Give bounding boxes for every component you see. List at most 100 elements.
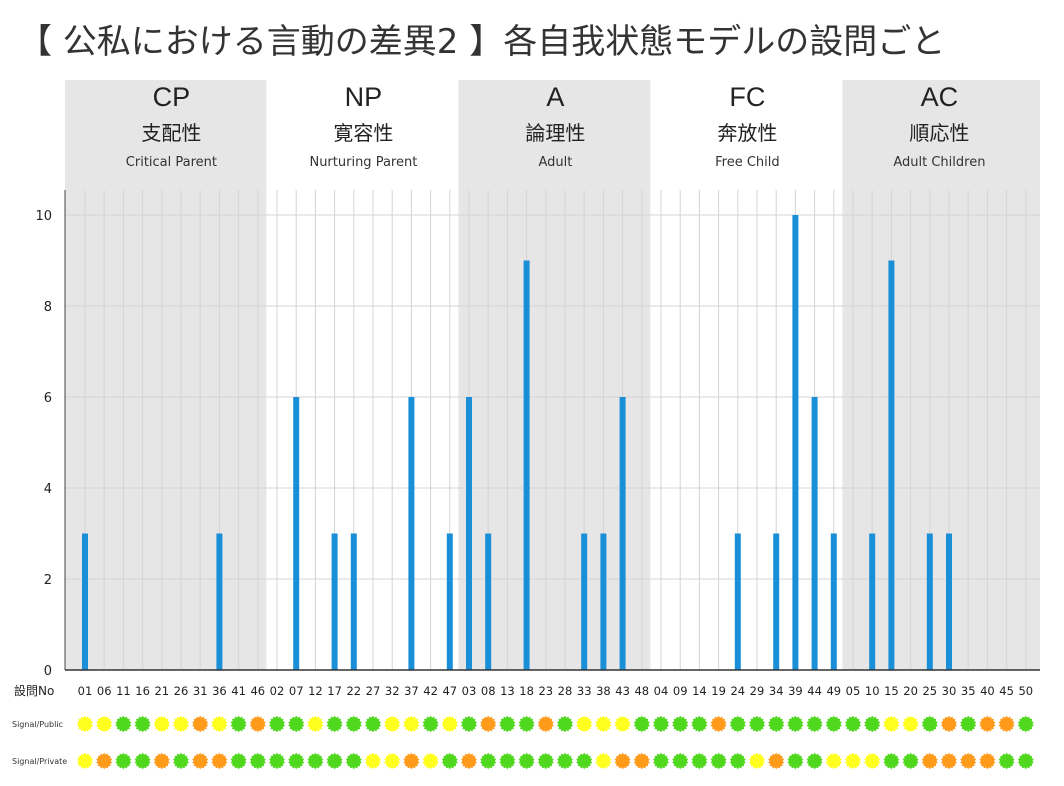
x-tick-label: 02 — [270, 684, 285, 698]
signal-dot — [115, 715, 132, 733]
signal-dot — [768, 752, 785, 770]
signal-dot — [557, 715, 573, 733]
signal-dot — [979, 752, 996, 770]
signal-dot — [941, 752, 957, 770]
x-tick-label: 09 — [673, 684, 688, 698]
signal-dot — [941, 715, 957, 733]
signal-dot — [403, 752, 420, 770]
bar-q47 — [446, 533, 453, 670]
x-tick-label: 40 — [980, 684, 995, 698]
x-tick-label: 46 — [250, 684, 265, 698]
signal-dot — [921, 752, 938, 770]
signal-row-label: Signal/Public — [12, 720, 63, 729]
y-tick-label: 0 — [44, 664, 52, 679]
x-tick-label: 39 — [788, 684, 803, 698]
x-tick-label: 24 — [730, 684, 745, 698]
signal-dot — [806, 715, 823, 733]
signal-dot — [345, 715, 362, 733]
signal-dot — [806, 752, 823, 770]
x-tick-label: 35 — [961, 684, 976, 698]
x-tick-label: 36 — [212, 684, 227, 698]
signal-dot — [537, 715, 554, 733]
x-tick-label: 20 — [903, 684, 918, 698]
x-tick-label: 15 — [884, 684, 899, 698]
x-tick-label: 01 — [78, 684, 93, 698]
bar-q38 — [600, 533, 607, 670]
signal-dot — [480, 752, 497, 770]
bar-q18 — [523, 260, 530, 670]
x-tick-label: 47 — [442, 684, 457, 698]
signal-dot — [384, 715, 401, 733]
bar-q03 — [466, 397, 472, 670]
y-axis: 0 2 4 6 8 10 — [35, 190, 66, 679]
signal-dot — [365, 752, 381, 770]
x-tick-label: 10 — [865, 684, 880, 698]
signal-dot — [1017, 752, 1034, 770]
signal-dot — [153, 715, 170, 733]
signal-dot — [729, 715, 746, 733]
x-tick-label: 08 — [481, 684, 496, 698]
bar-q01 — [82, 533, 88, 670]
group-name-cp: 支配性 — [141, 121, 201, 145]
signal-dot — [960, 752, 977, 770]
signal-dot — [96, 715, 113, 733]
signal-dot — [979, 715, 996, 733]
signal-dot — [192, 752, 209, 770]
bar-q08 — [485, 533, 492, 670]
signal-dot — [864, 715, 881, 733]
signal-dot — [729, 752, 746, 770]
x-tick-label: 43 — [615, 684, 630, 698]
signal-dot — [537, 752, 554, 770]
signal-dot — [422, 752, 439, 770]
signal-dot — [134, 715, 151, 733]
x-tick-label: 23 — [538, 684, 553, 698]
signal-dot — [499, 715, 516, 733]
bar-q49 — [830, 533, 837, 670]
signal-dot — [77, 715, 93, 733]
signal-dot — [441, 715, 458, 733]
bar-q10 — [869, 533, 876, 670]
x-tick-label: 26 — [174, 684, 189, 698]
signal-dot — [633, 752, 650, 770]
signal-dot — [96, 752, 113, 770]
x-tick-label: 27 — [366, 684, 381, 698]
signal-dot — [288, 752, 305, 770]
signal-dot — [576, 752, 593, 770]
signal-dot — [672, 752, 689, 770]
signal-dot — [326, 715, 343, 733]
signal-dot — [345, 752, 362, 770]
signal-dot — [192, 715, 209, 733]
signal-dot — [173, 752, 189, 770]
group-headers: CP 支配性 Critical Parent NP 寛容性 Nurturing Paren… — [126, 82, 986, 170]
signal-dot — [614, 715, 631, 733]
x-tick-label: 14 — [692, 684, 707, 698]
signal-dot — [288, 715, 305, 733]
x-tick-label: 16 — [135, 684, 150, 698]
y-tick-label: 6 — [44, 391, 52, 406]
x-tick-label: 11 — [116, 684, 131, 698]
x-tick-label: 12 — [308, 684, 323, 698]
y-tick-label: 10 — [35, 209, 52, 224]
signal-dot — [499, 752, 516, 770]
signal-row-label: Signal/Private — [12, 757, 67, 766]
x-tick-label: 33 — [577, 684, 592, 698]
x-tick-label: 42 — [423, 684, 438, 698]
x-tick-label: 25 — [922, 684, 937, 698]
page-title: 【 公私における言動の差異2 】各自我状態モデルの設問ごと — [18, 22, 946, 62]
group-name-fc: 奔放性 — [717, 121, 777, 145]
signal-dot — [403, 715, 420, 733]
x-tick-label: 05 — [846, 684, 861, 698]
group-en-a: Adult — [538, 155, 572, 170]
bar-q25 — [926, 533, 933, 670]
signal-dot — [249, 715, 266, 733]
x-tick-label: 18 — [519, 684, 534, 698]
signal-dot — [710, 752, 727, 770]
x-tick-label: 29 — [750, 684, 765, 698]
x-tick-label: 48 — [634, 684, 649, 698]
bar-q24 — [734, 533, 741, 670]
x-tick-label: 34 — [769, 684, 784, 698]
signal-dot — [960, 715, 977, 733]
signal-dot — [902, 752, 919, 770]
signal-dot — [480, 715, 497, 733]
signal-dot — [845, 752, 861, 770]
